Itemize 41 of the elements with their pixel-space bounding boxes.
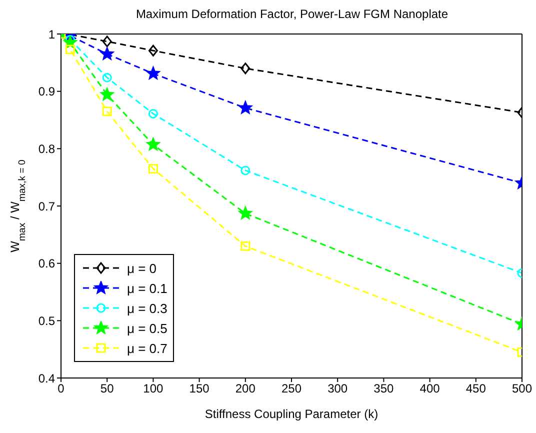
- point: [238, 206, 252, 220]
- x-tick-label: 200: [235, 382, 256, 396]
- x-tick-label: 50: [100, 382, 114, 396]
- legend-label: μ = 0.3: [127, 300, 168, 316]
- x-tick-label: 400: [420, 382, 440, 396]
- point: [146, 138, 160, 150]
- y-tick-label: 0.9: [38, 84, 56, 99]
- y-tick-label: 0.6: [38, 256, 56, 271]
- x-axis-title: Stiffness Coupling Parameter (k): [204, 407, 378, 421]
- x-tick-label: 450: [466, 382, 486, 396]
- legend-label: μ = 0.1: [127, 280, 168, 296]
- x-tick-label: 0: [58, 382, 65, 396]
- chart-title: Maximum Deformation Factor, Power-Law FGM Nanoplate: [136, 7, 448, 21]
- x-tick-label: 500: [512, 382, 532, 396]
- point: [240, 62, 250, 74]
- point: [102, 106, 112, 116]
- legend-label: μ = 0.5: [127, 320, 168, 336]
- legend-label: μ = 0: [127, 260, 157, 276]
- point: [238, 101, 252, 114]
- y-tick-label: 0.4: [38, 371, 56, 386]
- x-tick-label: 100: [143, 382, 164, 396]
- x-tick-label: 150: [189, 382, 210, 396]
- point: [148, 44, 158, 56]
- y-tick-label: 0.7: [38, 199, 56, 214]
- point: [100, 88, 114, 100]
- point: [240, 166, 250, 176]
- x-tick-label: 350: [374, 382, 394, 396]
- x-tick-label: 300: [328, 382, 348, 396]
- x-tick-label: 250: [281, 382, 302, 396]
- point: [65, 44, 75, 54]
- point: [100, 47, 114, 60]
- point: [102, 72, 112, 82]
- point: [146, 66, 160, 80]
- legend-label: μ = 0.7: [127, 340, 168, 356]
- y-tick-label: 0.8: [38, 142, 56, 156]
- point: [148, 164, 158, 174]
- point: [102, 36, 112, 48]
- point: [240, 241, 250, 251]
- y-tick-label: 1: [48, 27, 56, 42]
- point: [148, 108, 158, 118]
- y-tick-label: 0.5: [38, 314, 56, 328]
